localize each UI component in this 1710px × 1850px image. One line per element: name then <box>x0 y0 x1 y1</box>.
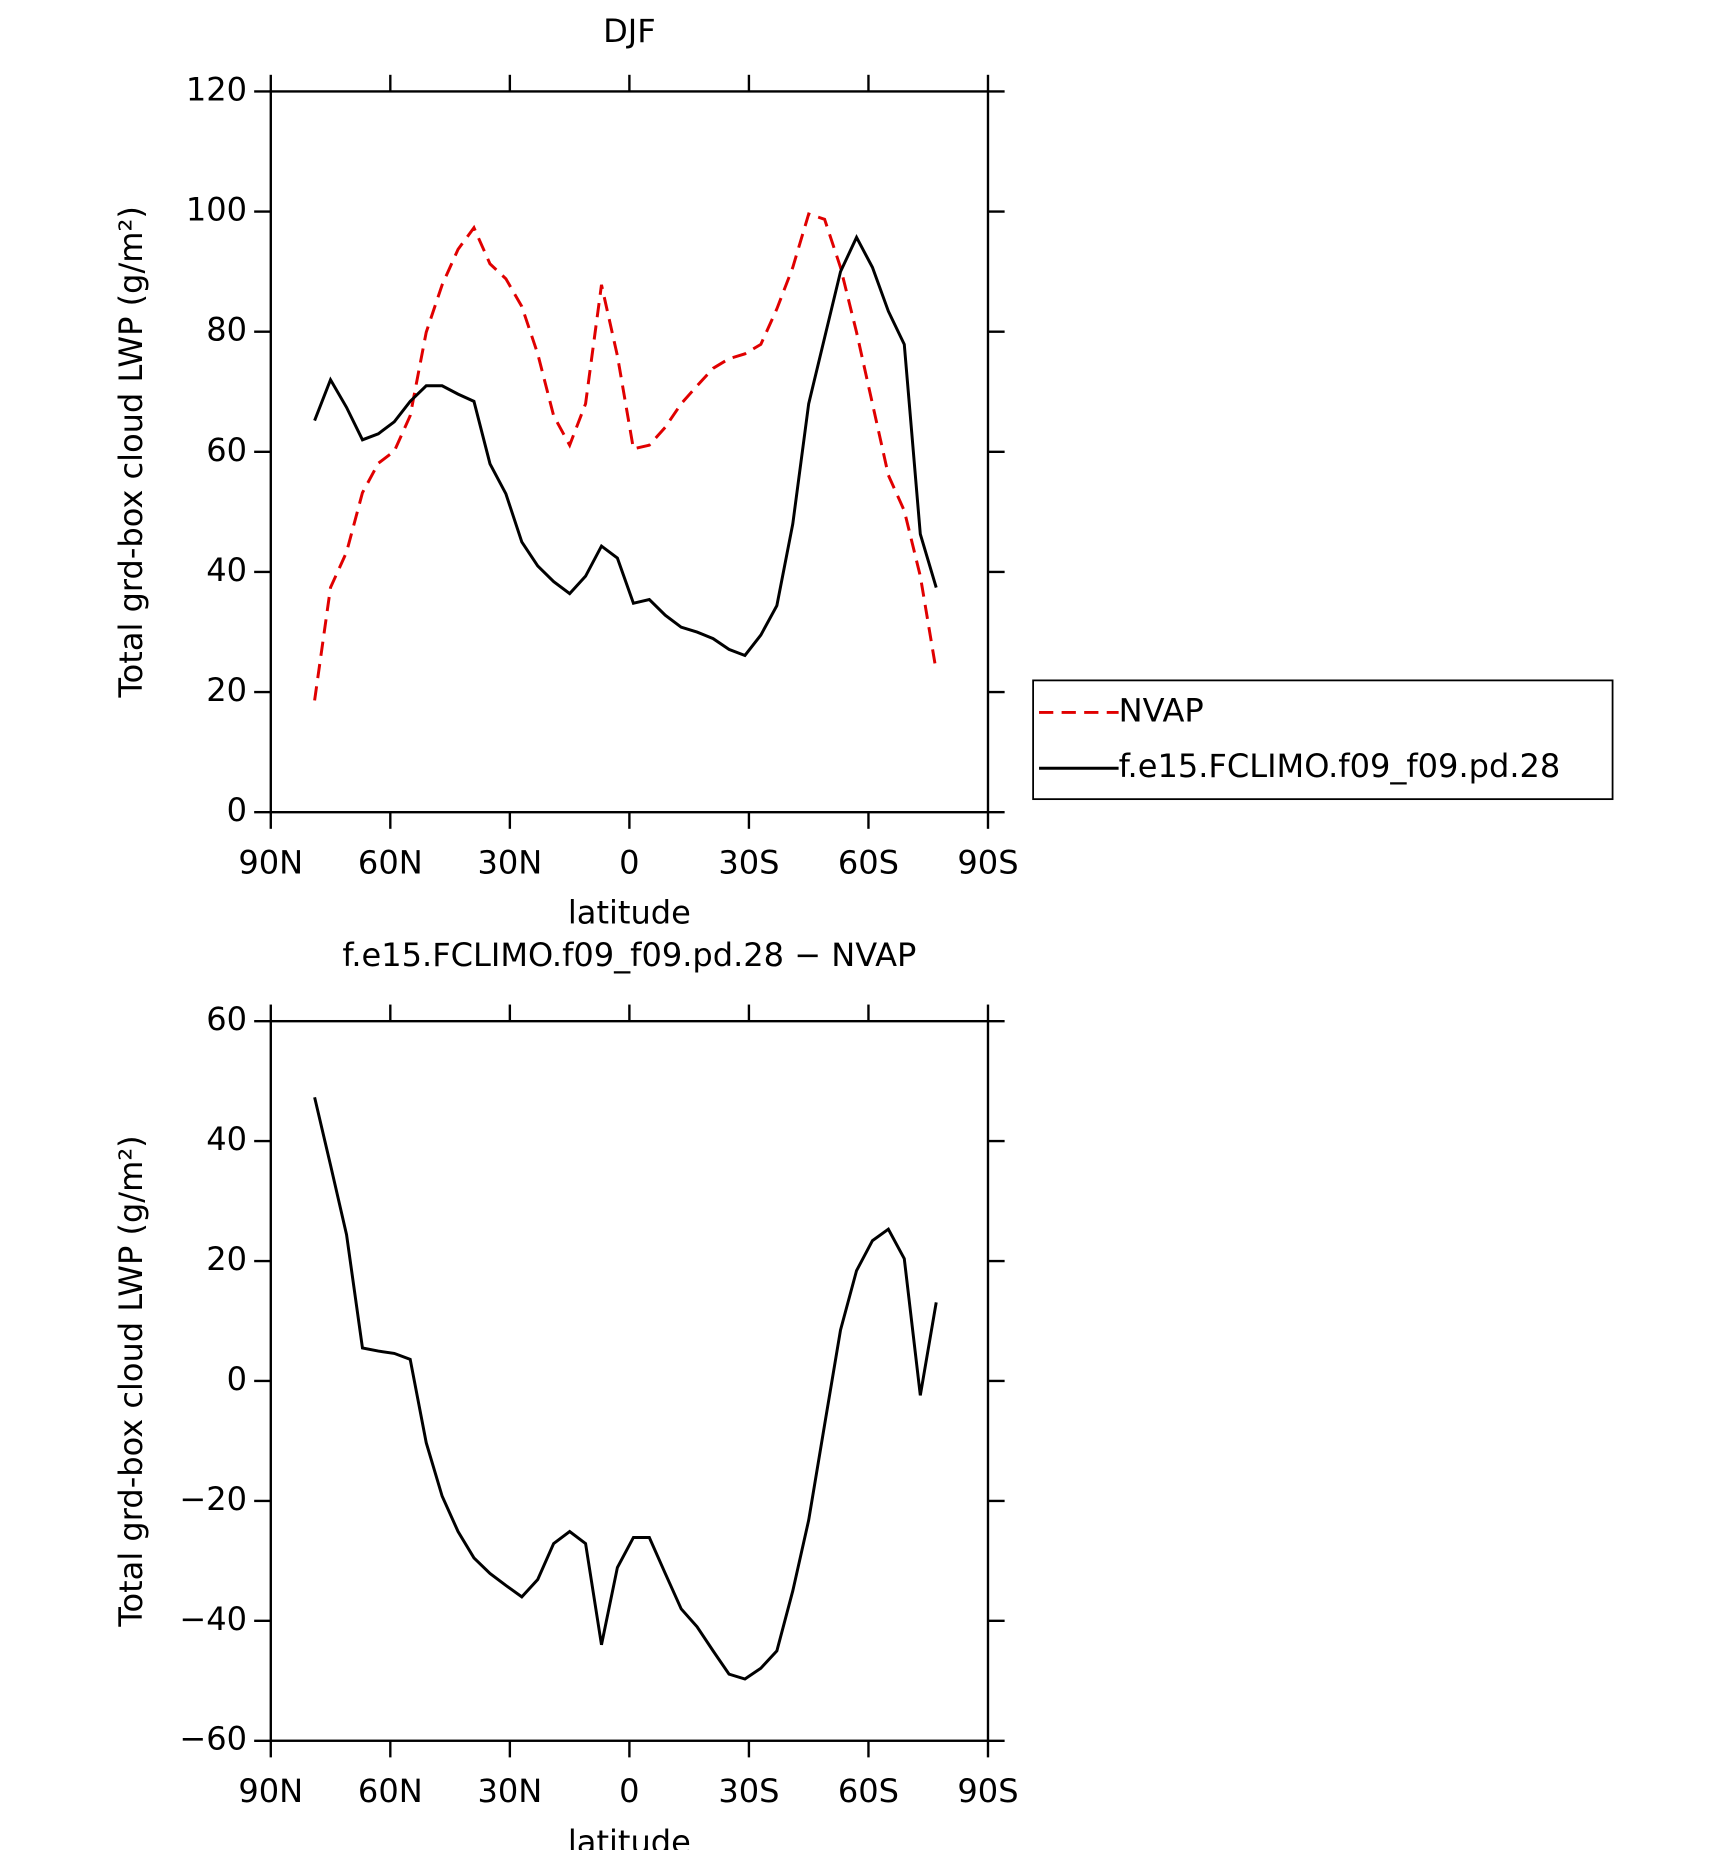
y-tick-label: 100 <box>186 191 247 229</box>
y-axis-label: Total grd-box cloud LWP (g/m²) <box>112 206 150 698</box>
x-tick-label: 0 <box>619 843 639 881</box>
x-tick-label: 60S <box>838 843 899 881</box>
y-tick-label: −40 <box>179 1600 247 1638</box>
y-tick-label: 40 <box>206 1120 247 1158</box>
x-tick-label: 30S <box>718 1772 779 1810</box>
x-tick-label: 90S <box>957 1772 1018 1810</box>
y-axis-label: Total grd-box cloud LWP (g/m²) <box>112 1135 150 1627</box>
y-tick-label: 120 <box>186 70 247 108</box>
x-tick-label: 90N <box>238 843 303 881</box>
x-axis-label: latitude <box>568 1823 691 1850</box>
x-axis-label: latitude <box>568 893 691 931</box>
y-tick-label: 0 <box>227 791 247 829</box>
x-tick-label: 30N <box>477 1772 542 1810</box>
legend-box <box>1032 679 1614 801</box>
x-tick-label: 60N <box>358 843 423 881</box>
chart-title: f.e15.FCLIMO.f09_f09.pd.28 − NVAP <box>342 936 916 974</box>
x-tick-label: 60N <box>358 1772 423 1810</box>
y-tick-label: 20 <box>206 1240 247 1278</box>
y-tick-label: 80 <box>206 311 247 349</box>
y-tick-label: −60 <box>179 1720 247 1758</box>
data-line <box>313 234 938 658</box>
x-tick-label: 90S <box>957 843 1018 881</box>
legend-label: NVAP <box>1119 691 1204 729</box>
plot-frame <box>269 1019 990 1742</box>
x-tick-label: 60S <box>838 1772 899 1810</box>
data-line <box>313 1096 938 1681</box>
data-line <box>313 212 938 701</box>
x-tick-label: 0 <box>619 1772 639 1810</box>
chart-title: DJF <box>603 12 656 50</box>
x-tick-label: 30S <box>718 843 779 881</box>
plot-frame <box>269 90 990 814</box>
y-tick-label: 40 <box>206 551 247 589</box>
x-tick-label: 90N <box>238 1772 303 1810</box>
legend-label: f.e15.FCLIMO.f09_f09.pd.28 <box>1119 747 1561 785</box>
x-tick-label: 30N <box>477 843 542 881</box>
y-tick-label: −20 <box>179 1480 247 1518</box>
y-tick-label: 0 <box>227 1360 247 1398</box>
y-tick-label: 20 <box>206 671 247 709</box>
y-tick-label: 60 <box>206 431 247 469</box>
y-tick-label: 60 <box>206 1000 247 1038</box>
